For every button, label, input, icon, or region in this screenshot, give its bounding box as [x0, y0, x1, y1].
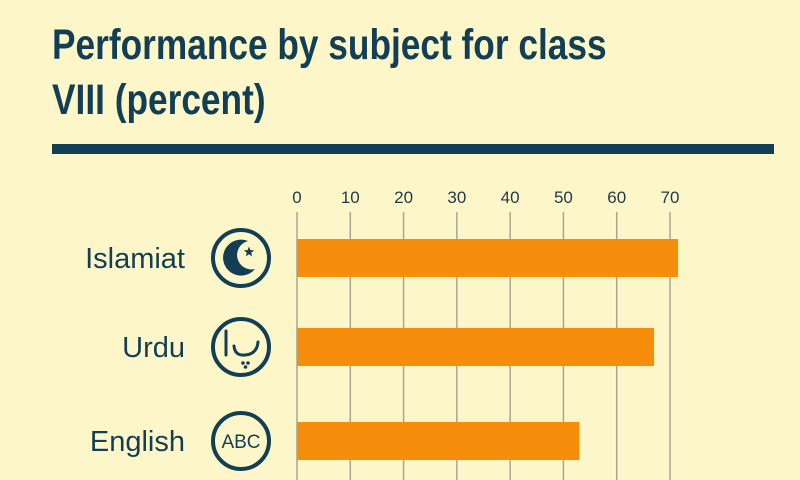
x-axis-ticks: 0 10 20 30 40 50 60 70	[292, 188, 679, 207]
crescent-star-icon	[211, 228, 271, 288]
bar-islamiat	[297, 239, 678, 277]
chart-title: Performance by subject for class VIII (p…	[52, 21, 607, 124]
abc-icon-text: ABC	[221, 432, 260, 453]
bar-urdu	[297, 328, 655, 366]
subject-icons: ABC	[211, 228, 271, 471]
x-tick-label: 20	[394, 188, 413, 207]
category-label: Urdu	[122, 332, 185, 364]
x-tick-label: 30	[447, 188, 466, 207]
x-tick-label: 70	[661, 188, 680, 207]
bars	[297, 239, 678, 460]
x-tick-label: 60	[607, 188, 626, 207]
x-tick-label: 40	[501, 188, 520, 207]
abc-icon: ABC	[211, 411, 271, 471]
x-tick-label: 50	[554, 188, 573, 207]
title-divider	[52, 144, 774, 154]
bar-english	[297, 422, 580, 460]
category-label: Islamiat	[85, 243, 185, 275]
category-label: English	[90, 426, 185, 458]
category-labels: Islamiat Urdu English	[85, 243, 185, 458]
urdu-letters-icon	[211, 317, 271, 377]
x-tick-label: 10	[341, 188, 360, 207]
x-tick-label: 0	[292, 188, 301, 207]
